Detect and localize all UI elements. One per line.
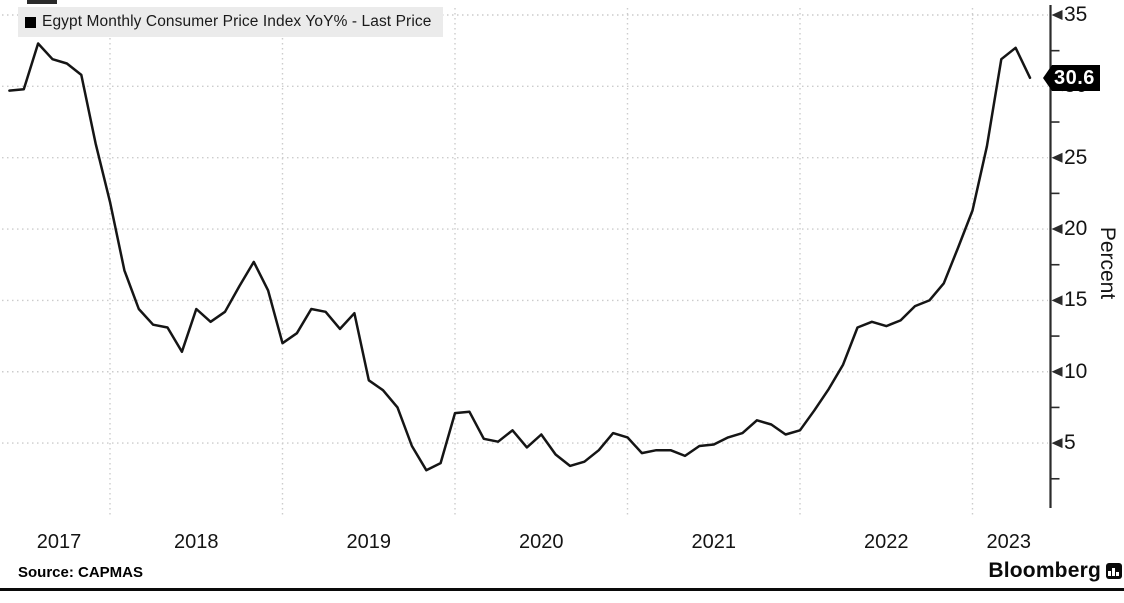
y-tick-label: 20 bbox=[1064, 217, 1088, 241]
major-tick-arrow-icon bbox=[1051, 152, 1063, 163]
x-tick-label: 2022 bbox=[864, 531, 909, 553]
last-price-value: 30.6 bbox=[1052, 64, 1100, 91]
major-tick-arrow-icon bbox=[1051, 438, 1063, 449]
y-tick-label: 10 bbox=[1064, 359, 1088, 383]
screenshot-artifact bbox=[27, 0, 57, 4]
source-credit: Source: CAPMAS bbox=[18, 564, 144, 581]
cpi-series-line bbox=[8, 42, 1032, 472]
x-tick-label: 2023 bbox=[986, 531, 1032, 553]
x-tick-label: 2021 bbox=[691, 531, 737, 553]
y-axis-title: Percent bbox=[1096, 226, 1119, 300]
bloomberg-brand: Bloomberg bbox=[988, 559, 1122, 583]
series-marker-icon bbox=[25, 16, 36, 28]
bloomberg-terminal-icon bbox=[1106, 563, 1122, 579]
y-tick-label: 35 bbox=[1064, 3, 1088, 26]
legend: Egypt Monthly Consumer Price Index YoY% … bbox=[18, 7, 444, 37]
x-tick-label: 2020 bbox=[519, 531, 564, 553]
y-tick-label: 25 bbox=[1064, 145, 1088, 169]
badge-arrow-icon bbox=[1043, 64, 1052, 91]
footer-divider bbox=[0, 588, 1124, 591]
major-tick-arrow-icon bbox=[1051, 295, 1063, 306]
x-tick-label: 2017 bbox=[36, 531, 82, 553]
x-tick-label: 2018 bbox=[174, 531, 219, 553]
major-tick-arrow-icon bbox=[1051, 366, 1063, 377]
x-tick-label: 2019 bbox=[346, 531, 392, 553]
y-tick-label: 5 bbox=[1064, 431, 1076, 455]
major-tick-arrow-icon bbox=[1051, 224, 1063, 235]
y-tick-label: 15 bbox=[1064, 288, 1088, 312]
last-price-badge: 30.6 bbox=[1043, 64, 1100, 91]
bloomberg-wordmark: Bloomberg bbox=[988, 559, 1101, 582]
major-tick-arrow-icon bbox=[1051, 10, 1063, 20]
legend-label: Egypt Monthly Consumer Price Index YoY% … bbox=[42, 13, 432, 30]
